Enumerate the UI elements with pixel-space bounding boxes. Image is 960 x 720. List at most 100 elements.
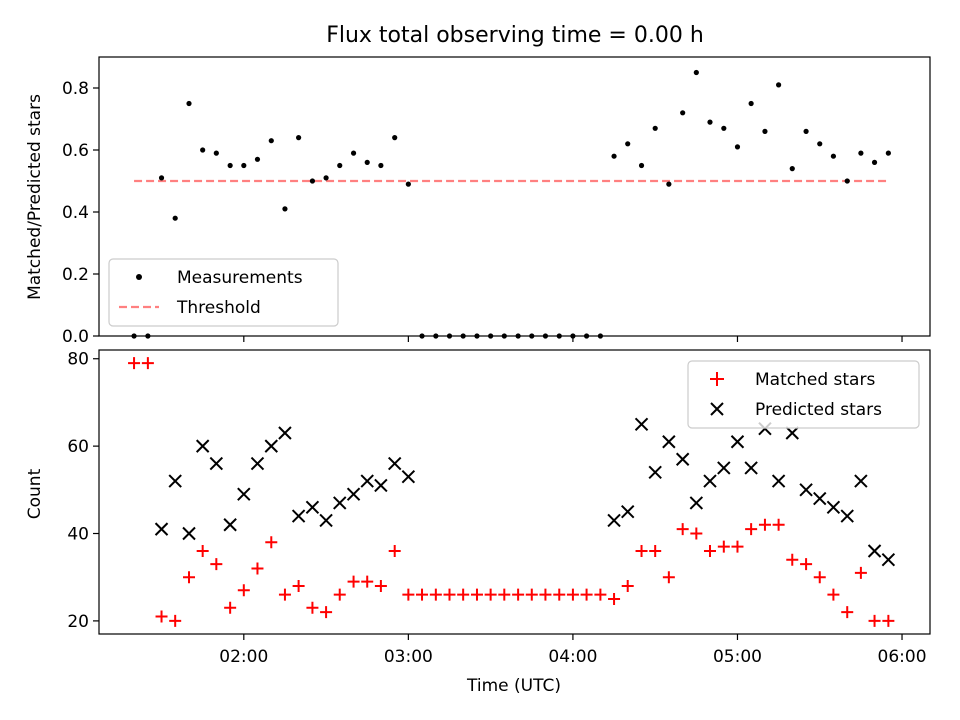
- matched-star-point: [210, 558, 223, 571]
- matched-star-point: [621, 579, 634, 592]
- measurement-point: [309, 178, 316, 184]
- ratio-marks: [131, 69, 891, 339]
- matched-star-point: [868, 614, 881, 627]
- predicted-star-point: [346, 487, 361, 501]
- matched-star-point: [347, 575, 360, 588]
- predicted-star-point: [689, 496, 704, 510]
- count-x-tick-label: 06:00: [878, 647, 927, 667]
- count-y-tick-label: 60: [67, 437, 89, 457]
- count-y-tick-label: 40: [67, 525, 89, 545]
- count-legend: Matched stars Predicted stars: [687, 360, 920, 429]
- matched-star-point: [649, 544, 662, 557]
- predicted-star-point: [799, 483, 813, 497]
- matched-star-point: [333, 588, 346, 601]
- matched-star-point: [388, 544, 401, 557]
- matched-star-point: [443, 588, 456, 601]
- predicted-star-point: [813, 491, 827, 506]
- measurement-point: [392, 135, 398, 141]
- measurement-point: [158, 175, 165, 181]
- count-x-tick-label: 02:00: [219, 647, 268, 667]
- measurement-point: [378, 162, 384, 169]
- count-x-tick-label: 03:00: [384, 647, 433, 667]
- matched-star-point: [553, 588, 566, 601]
- predicted-star-point: [374, 478, 388, 493]
- matched-star-point: [772, 518, 785, 531]
- ratio-panel: Flux total observing time = 0.00 h 0.0 0.…: [25, 23, 931, 347]
- matched-star-point: [882, 614, 895, 627]
- predicted-star-point: [401, 470, 416, 484]
- matched-star-point: [813, 571, 826, 584]
- ratio-y-axis: 0.0 0.2 0.4 0.6 0.8: [62, 79, 99, 347]
- count-x-tick-label: 04:00: [548, 647, 597, 667]
- matched-star-point: [841, 606, 854, 619]
- measurement-point: [734, 144, 741, 150]
- matched-star-point: [827, 588, 840, 601]
- count-legend-matched-marker: [710, 372, 724, 386]
- measurement-point: [625, 141, 631, 147]
- predicted-star-point: [607, 513, 621, 528]
- predicted-star-point: [250, 456, 265, 471]
- measurement-point: [748, 100, 754, 107]
- matched-star-point: [498, 588, 511, 601]
- measurement-point: [337, 162, 343, 169]
- measurement-point: [200, 147, 206, 153]
- measurement-point: [693, 69, 699, 76]
- measurement-point: [268, 138, 274, 144]
- matched-star-point: [374, 579, 387, 592]
- matched-star-point: [457, 588, 470, 601]
- matched-star-point: [265, 536, 278, 549]
- measurement-point: [611, 153, 617, 159]
- measurement-point: [680, 110, 686, 116]
- predicted-star-point: [771, 474, 786, 488]
- count-x-axis-label: Time (UTC): [466, 676, 561, 696]
- ratio-y-tick-label: 0.2: [62, 265, 89, 285]
- ratio-y-tick-label: 0.6: [62, 141, 89, 161]
- predicted-star-point: [785, 426, 799, 440]
- ratio-y-tick-label: 0.8: [62, 79, 89, 99]
- ratio-legend: Measurements Threshold: [108, 258, 339, 327]
- predicted-star-point: [291, 509, 306, 523]
- matched-star-point: [237, 584, 250, 597]
- chart-title: Flux total observing time = 0.00 h: [326, 23, 704, 48]
- matched-star-point: [512, 588, 525, 601]
- predicted-star-point: [168, 474, 182, 488]
- matched-star-point: [635, 544, 648, 557]
- ratio-legend-measurements-label: Measurements: [177, 268, 303, 288]
- matched-star-point: [196, 544, 209, 557]
- measurement-point: [871, 159, 878, 165]
- matched-star-point: [484, 588, 497, 601]
- measurement-point: [323, 175, 329, 181]
- measurement-point: [776, 82, 782, 88]
- ratio-y-tick-label: 0.0: [62, 327, 89, 347]
- matched-star-point: [690, 527, 703, 540]
- measurement-point: [186, 100, 192, 107]
- count-marks: [128, 357, 896, 627]
- predicted-star-point: [840, 509, 854, 523]
- count-legend-predicted-marker: [710, 402, 724, 416]
- measurement-point: [830, 153, 837, 159]
- ratio-plot-frame: [98, 56, 931, 337]
- measurement-point: [213, 150, 219, 156]
- predicted-star-point: [867, 544, 882, 558]
- matched-star-point: [758, 518, 771, 531]
- count-x-tick-label: 05:00: [713, 647, 762, 667]
- predicted-star-point: [195, 439, 210, 453]
- measurement-point: [858, 150, 864, 156]
- predicted-star-point: [730, 435, 745, 449]
- count-y-tick-label: 80: [67, 350, 89, 370]
- predicted-star-point: [881, 553, 896, 567]
- ratio-legend-measurements-marker: [136, 274, 142, 280]
- measurement-point: [227, 162, 233, 169]
- matched-star-point: [525, 588, 538, 601]
- matched-star-point: [854, 566, 867, 579]
- matched-star-point: [429, 588, 442, 601]
- predicted-star-point: [662, 435, 676, 449]
- measurement-point: [296, 135, 302, 141]
- matched-star-point: [169, 614, 182, 627]
- ratio-x-axis: [243, 336, 903, 342]
- predicted-star-point: [648, 465, 662, 480]
- matched-star-point: [320, 606, 333, 619]
- matched-star-point: [224, 601, 237, 614]
- count-legend-matched-label: Matched stars: [755, 370, 875, 390]
- matched-star-point: [292, 579, 305, 592]
